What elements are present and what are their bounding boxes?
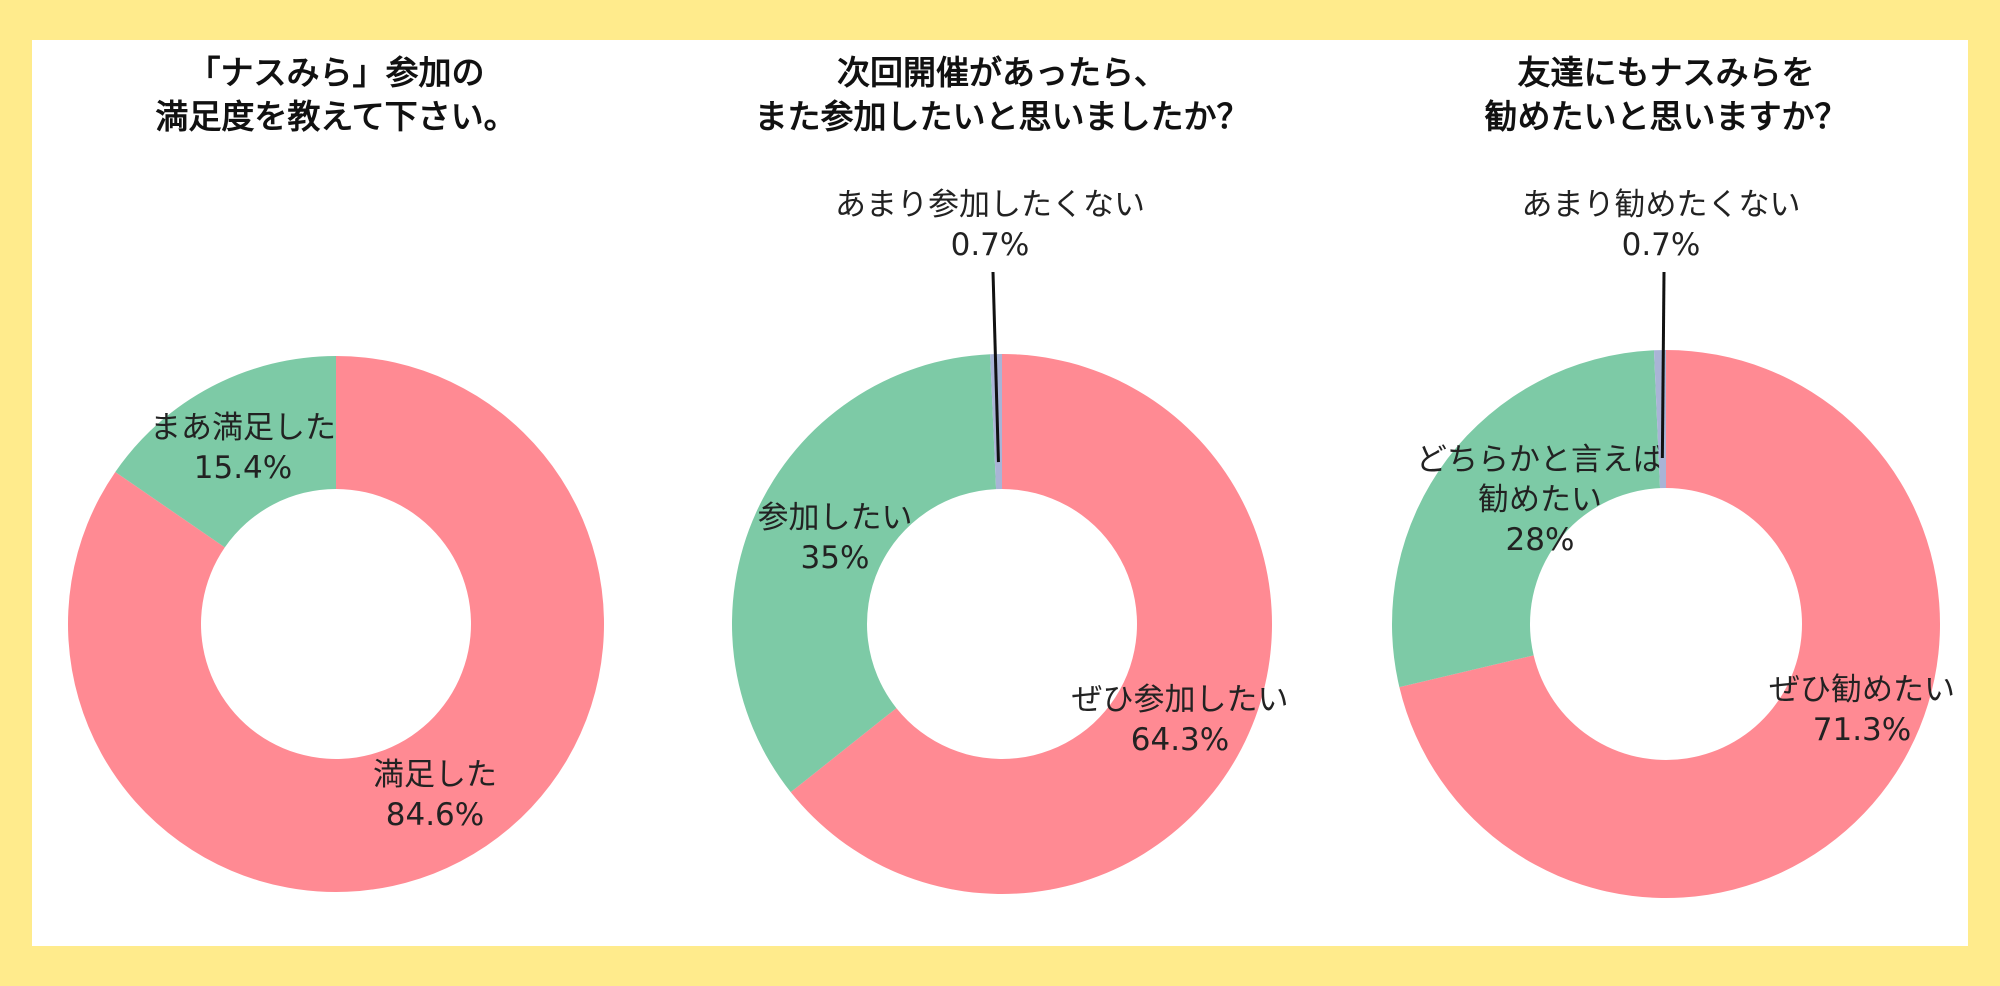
slice-value-label: 84.6%	[386, 797, 484, 833]
leader-line	[1660, 271, 1666, 459]
chart-title-line: 次回開催があったら、	[837, 53, 1167, 92]
donut-slice	[790, 354, 1272, 894]
chart-title-line: 満足度を教えて下さい。	[155, 97, 516, 136]
slice-value-label: 0.7%	[951, 227, 1030, 263]
slice-name-label: あまり参加したくない	[835, 187, 1145, 223]
slice-name-label: 参加したい	[758, 500, 913, 536]
slice-name-label: ぜひ参加したい	[1072, 682, 1289, 718]
donut-slice	[115, 356, 336, 548]
chart-title-line: 「ナスみら」参加の	[188, 53, 485, 92]
slice-name-label: 勧めたい	[1478, 482, 1602, 518]
donut-slice	[1399, 350, 1940, 898]
slice-value-label: 0.7%	[1622, 227, 1701, 263]
slice-value-label: 15.4%	[194, 450, 292, 486]
chart-title-line: 勧めたいと思いますか？	[1485, 97, 1848, 136]
chart-title-line: 友達にもナスみらを	[1518, 53, 1815, 92]
slice-value-label: 64.3%	[1131, 722, 1229, 758]
slice-name-label: ぜひ勧めたい	[1769, 672, 1955, 708]
donut-chart-2: 次回開催があったら、また参加したいと思いましたか？ ぜひ参加したい 64.3% 参加し…	[731, 53, 1289, 894]
slice-value-label: 28%	[1506, 522, 1575, 558]
slice-value-label: 35%	[801, 540, 870, 576]
slice-name-label: どちらかと言えば	[1416, 442, 1664, 478]
slice-name-label: あまり勧めたくない	[1522, 187, 1801, 223]
chart-title-line: また参加したいと思いましたか？	[755, 97, 1250, 136]
donut-slice	[731, 354, 997, 793]
donut-slice	[1392, 350, 1661, 688]
slice-name-label: 満足した	[373, 757, 497, 793]
leader-line	[991, 271, 1000, 463]
donut-slice	[68, 356, 605, 892]
slice-value-label: 71.3%	[1813, 712, 1911, 748]
slice-name-label: まあ満足した	[150, 410, 336, 446]
